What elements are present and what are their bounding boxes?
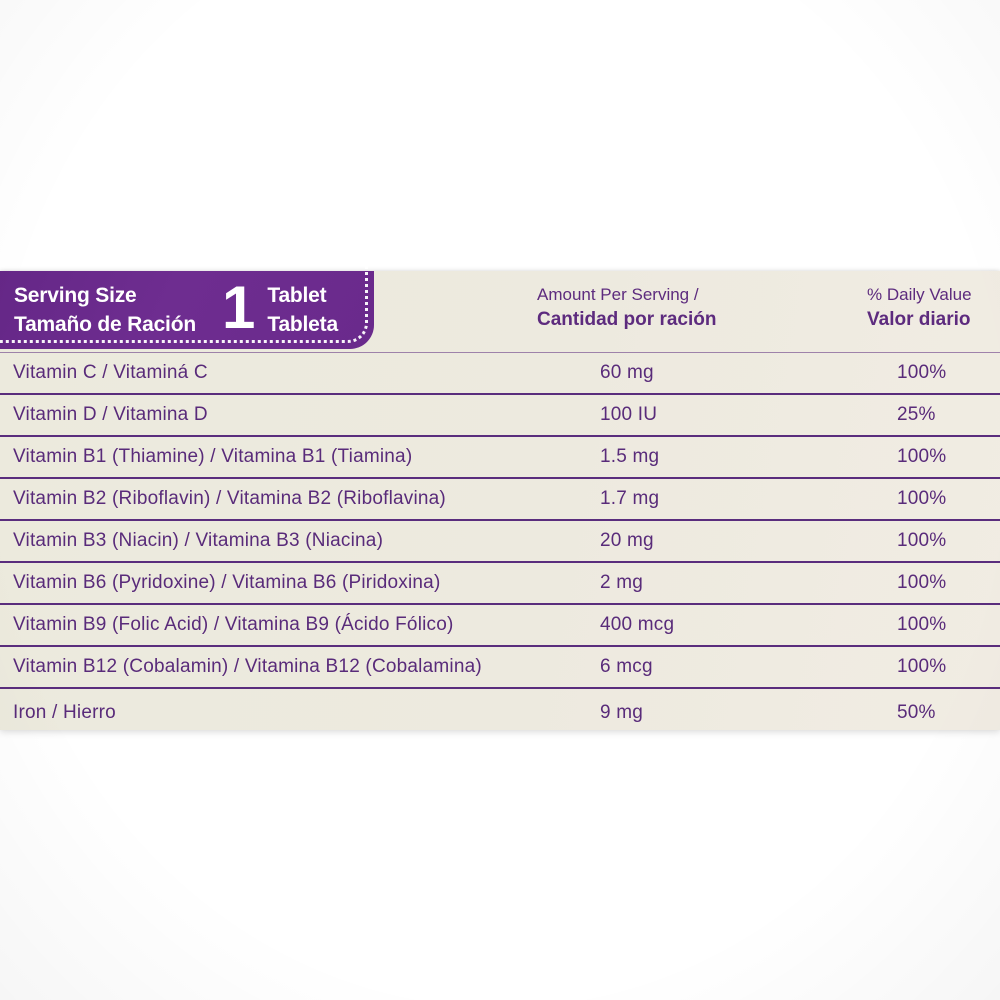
table-row-vitamin-b6: Vitamin B6 (Pyridoxine) / Vitamina B6 (P… xyxy=(0,563,1000,605)
serving-size-en: Serving Size xyxy=(14,284,137,307)
supplement-facts-panel: Serving Size Tamaño de Ración 1 Tablet T… xyxy=(0,263,1000,730)
nutrient-name: Vitamin D / Vitamina D xyxy=(13,404,208,425)
daily-value-header-es: Valor diario xyxy=(867,309,971,330)
nutrient-amount: 400 mcg xyxy=(600,614,675,635)
nutrient-amount: 100 IU xyxy=(600,404,658,425)
nutrient-name: Vitamin B2 (Riboflavin) / Vitamina B2 (R… xyxy=(13,488,446,509)
serving-size-es: Tamaño de Ración xyxy=(14,313,196,336)
daily-value-header-en: % Daily Value xyxy=(867,285,972,304)
nutrient-daily-value: 25% xyxy=(897,404,936,425)
nutrient-daily-value: 100% xyxy=(897,488,947,509)
nutrient-amount: 20 mg xyxy=(600,530,654,551)
amount-header-en: Amount Per Serving / xyxy=(537,285,699,304)
table-row-vitamin-b9: Vitamin B9 (Folic Acid) / Vitamina B9 (Á… xyxy=(0,605,1000,647)
amount-header-es: Cantidad por ración xyxy=(537,309,717,330)
serving-size-label: Serving Size Tamaño de Ración xyxy=(14,281,220,339)
nutrient-name: Vitamin B12 (Cobalamin) / Vitamina B12 (… xyxy=(13,656,482,677)
serving-size-banner: Serving Size Tamaño de Ración 1 Tablet T… xyxy=(0,263,374,349)
nutrient-name: Vitamin C / Vitaminá C xyxy=(13,362,208,383)
table-row-vitamin-c: Vitamin C / Vitaminá C 60 mg 100% xyxy=(0,353,1000,395)
serving-quantity: 1 xyxy=(222,274,256,341)
serving-unit-label: Tablet Tableta xyxy=(267,281,338,339)
table-row-vitamin-b1: Vitamin B1 (Thiamine) / Vitamina B1 (Tia… xyxy=(0,437,1000,479)
nutrient-daily-value: 100% xyxy=(897,572,947,593)
nutrient-amount: 60 mg xyxy=(600,362,654,383)
serving-unit-en: Tablet xyxy=(267,284,327,307)
nutrient-amount: 1.7 mg xyxy=(600,488,660,509)
nutrient-daily-value: 100% xyxy=(897,446,947,467)
serving-unit-es: Tableta xyxy=(267,313,338,336)
nutrient-name: Vitamin B3 (Niacin) / Vitamina B3 (Niaci… xyxy=(13,530,384,551)
nutrient-amount: 9 mg xyxy=(600,702,644,723)
daily-value-column-header: % Daily Value Valor diario xyxy=(867,283,972,333)
table-row-vitamin-b3: Vitamin B3 (Niacin) / Vitamina B3 (Niaci… xyxy=(0,521,1000,563)
nutrient-name: Vitamin B6 (Pyridoxine) / Vitamina B6 (P… xyxy=(13,572,441,593)
nutrient-daily-value: 100% xyxy=(897,530,947,551)
amount-column-header: Amount Per Serving / Cantidad por ración xyxy=(537,283,716,333)
table-row-vitamin-b12: Vitamin B12 (Cobalamin) / Vitamina B12 (… xyxy=(0,647,1000,689)
nutrient-daily-value: 100% xyxy=(897,614,947,635)
table-row-iron: Iron / Hierro 9 mg 50% xyxy=(0,689,1000,737)
nutrient-daily-value: 100% xyxy=(897,656,947,677)
table-row-vitamin-d: Vitamin D / Vitamina D 100 IU 25% xyxy=(0,395,1000,437)
nutrient-name: Vitamin B1 (Thiamine) / Vitamina B1 (Tia… xyxy=(13,446,413,467)
nutrient-name: Vitamin B9 (Folic Acid) / Vitamina B9 (Á… xyxy=(13,614,454,635)
nutrient-amount: 2 mg xyxy=(600,572,644,593)
nutrient-amount: 6 mcg xyxy=(600,656,653,677)
nutrient-daily-value: 100% xyxy=(897,362,947,383)
nutrient-table: Vitamin C / Vitaminá C 60 mg 100% Vitami… xyxy=(0,352,1000,737)
nutrient-name: Iron / Hierro xyxy=(13,702,116,723)
table-row-vitamin-b2: Vitamin B2 (Riboflavin) / Vitamina B2 (R… xyxy=(0,479,1000,521)
nutrient-amount: 1.5 mg xyxy=(600,446,660,467)
nutrient-daily-value: 50% xyxy=(897,702,936,723)
